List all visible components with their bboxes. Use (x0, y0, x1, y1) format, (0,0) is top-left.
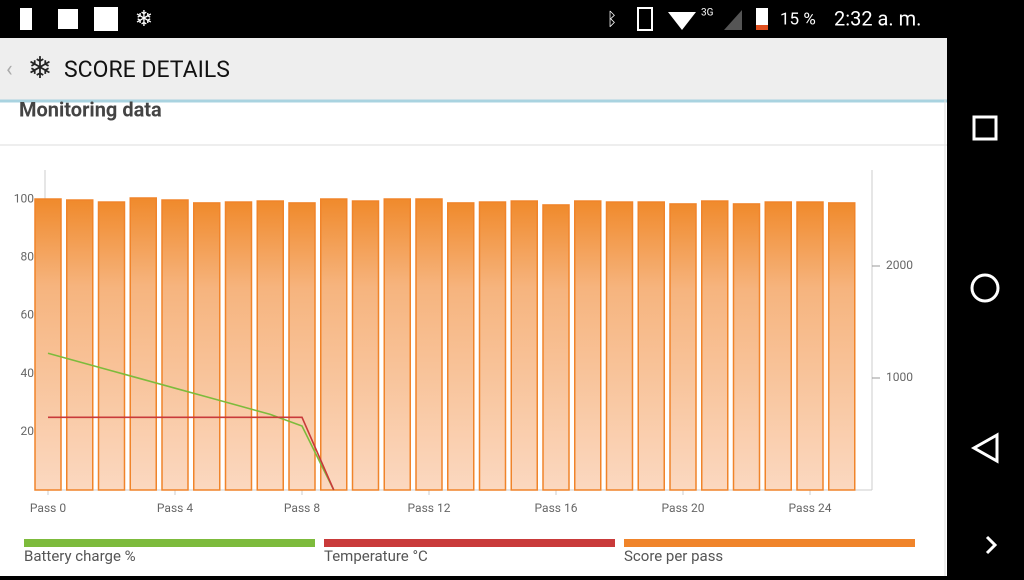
image-icon (58, 9, 78, 29)
x-tick-label: Pass 4 (157, 501, 193, 515)
bar (669, 203, 697, 491)
y-tick-label: 60 (21, 308, 35, 322)
bar (256, 200, 284, 491)
app-icon (94, 7, 118, 31)
bar (732, 203, 761, 491)
legend-label: Temperature °C (324, 547, 428, 565)
x-tick-label: Pass 12 (408, 501, 451, 515)
legend-label: Score per pass (624, 547, 723, 565)
line (48, 416, 335, 491)
back-button[interactable] (970, 432, 999, 464)
x-tick-label: Pass 0 (30, 501, 66, 515)
home-button[interactable] (970, 273, 1000, 303)
x-tick-label: Pass 20 (662, 501, 705, 515)
signal-icon (724, 10, 742, 30)
y-tick-label: 80 (21, 249, 35, 263)
card-title: Monitoring data (19, 97, 162, 121)
y-tick-label: 100 (14, 191, 34, 205)
x-tick-label: Pass 8 (284, 501, 320, 515)
bar (34, 198, 62, 491)
line (47, 352, 335, 491)
battery-percent: 15 % (780, 9, 816, 29)
bar (351, 200, 380, 491)
legend-swatch (324, 539, 615, 547)
network-type: 3G (701, 8, 714, 19)
bar (764, 201, 792, 491)
bar (828, 202, 856, 491)
bar (97, 201, 126, 491)
bar (161, 199, 189, 491)
legend-swatch (24, 539, 315, 547)
bar (510, 200, 538, 491)
vibrate-icon (637, 7, 653, 31)
bar (320, 198, 348, 491)
legend-label: Battery charge % (24, 547, 136, 565)
snowflake-icon: ❄ (135, 7, 153, 32)
bar (796, 201, 824, 491)
bar (129, 197, 157, 491)
battery-alert-icon (20, 8, 32, 30)
bar (383, 198, 411, 491)
y-tick-label: 20 (21, 424, 35, 438)
wifi-icon (668, 12, 696, 30)
bar (542, 204, 570, 491)
recents-button[interactable] (972, 115, 998, 141)
clock: 2:32 a. m. (834, 6, 921, 30)
bar (478, 201, 507, 491)
legend-swatch (624, 539, 915, 547)
bar (574, 200, 602, 491)
bar (701, 200, 729, 491)
bar (193, 202, 221, 491)
bluetooth-icon: ᛒ (607, 9, 618, 30)
y-tick-label: 40 (21, 366, 35, 380)
more-button[interactable] (985, 535, 998, 555)
back-arrow[interactable]: ‹ (6, 57, 13, 82)
header-title: SCORE DETAILS (64, 56, 230, 83)
bar (288, 202, 316, 491)
x-tick-label: Pass 16 (535, 501, 578, 515)
bar (637, 201, 665, 491)
bar (66, 199, 94, 491)
header-icon: ❄ (27, 51, 52, 86)
app-header (0, 38, 947, 100)
y2-tick-label: 1000 (886, 370, 913, 384)
x-tick-label: Pass 24 (789, 501, 832, 515)
bar (447, 202, 475, 491)
bar (605, 201, 634, 491)
bar (415, 198, 443, 491)
battery-icon (756, 8, 768, 30)
bar (224, 201, 253, 491)
y2-tick-label: 2000 (886, 258, 913, 272)
status-bar (0, 0, 1024, 38)
nav-bar (947, 38, 1024, 576)
battery-level (756, 25, 768, 30)
